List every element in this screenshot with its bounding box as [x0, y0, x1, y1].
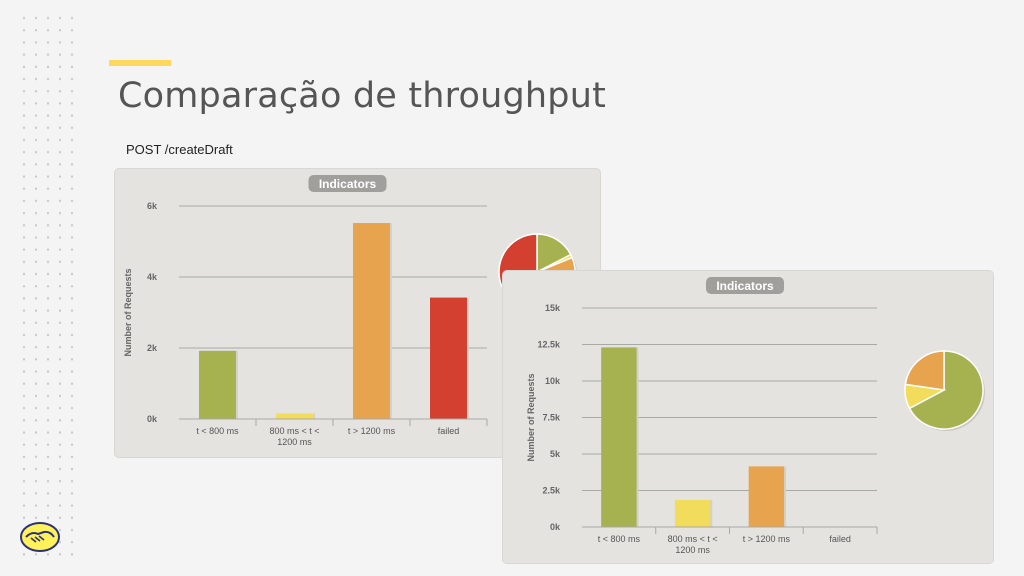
pie-slice-1 [536, 233, 572, 274]
title-accent-bar [109, 60, 171, 66]
y-tick-label: 5k [550, 449, 561, 459]
x-tick-label: t > 1200 ms [348, 426, 396, 436]
y-tick-label: 12.5k [537, 340, 561, 350]
bar-2 [674, 499, 711, 527]
x-tick-label: t < 800 ms [598, 534, 641, 544]
dot-grid-decoration [18, 12, 74, 560]
bar-1 [199, 350, 236, 419]
x-tick-label: 1200 ms [675, 545, 710, 555]
x-tick-label: 1200 ms [277, 437, 312, 447]
y-tick-label: 10k [545, 376, 561, 386]
x-tick-label: failed [829, 534, 851, 544]
chart-title: Indicators [716, 279, 774, 293]
bar-2 [276, 413, 313, 419]
x-tick-label: 800 ms < t < [668, 534, 718, 544]
y-tick-label: 2k [147, 343, 158, 353]
y-tick-label: 2.5k [542, 486, 561, 496]
pie-slice-3 [904, 350, 945, 391]
y-tick-label: 6k [147, 201, 158, 211]
x-tick-label: t > 1200 ms [743, 534, 791, 544]
pie-slice-1 [908, 350, 984, 430]
chart-title-pill [308, 175, 387, 192]
x-tick-label: 800 ms < t < [269, 426, 319, 436]
y-tick-label: 15k [545, 303, 561, 313]
y-axis-label: Number of Requests [526, 373, 536, 461]
y-tick-label: 0k [147, 414, 158, 424]
y-tick-label: 0k [550, 522, 561, 532]
x-tick-label: failed [438, 426, 460, 436]
bar-4 [430, 297, 467, 419]
bar-3 [748, 466, 785, 527]
slide-subtitle: POST /createDraft [126, 142, 233, 157]
bar-3 [353, 223, 390, 419]
chart-panel-2: Indicators 0k 2.5k 5k 7.5k 10k 12.5k 15k Number … [503, 271, 993, 563]
chart-title-pill [706, 277, 784, 294]
handshake-logo-icon [20, 522, 60, 552]
slide-title: Comparação de throughput [118, 76, 606, 116]
bar-1 [601, 347, 637, 527]
y-tick-label: 4k [147, 272, 158, 282]
y-tick-label: 7.5k [542, 413, 561, 423]
x-tick-label: t < 800 ms [196, 426, 239, 436]
indicators-chart-2: Indicators 0k 2.5k 5k 7.5k 10k 12.5k 15k Number … [526, 277, 985, 555]
chart-title: Indicators [319, 177, 377, 191]
y-axis-label: Number of Requests [123, 268, 133, 356]
